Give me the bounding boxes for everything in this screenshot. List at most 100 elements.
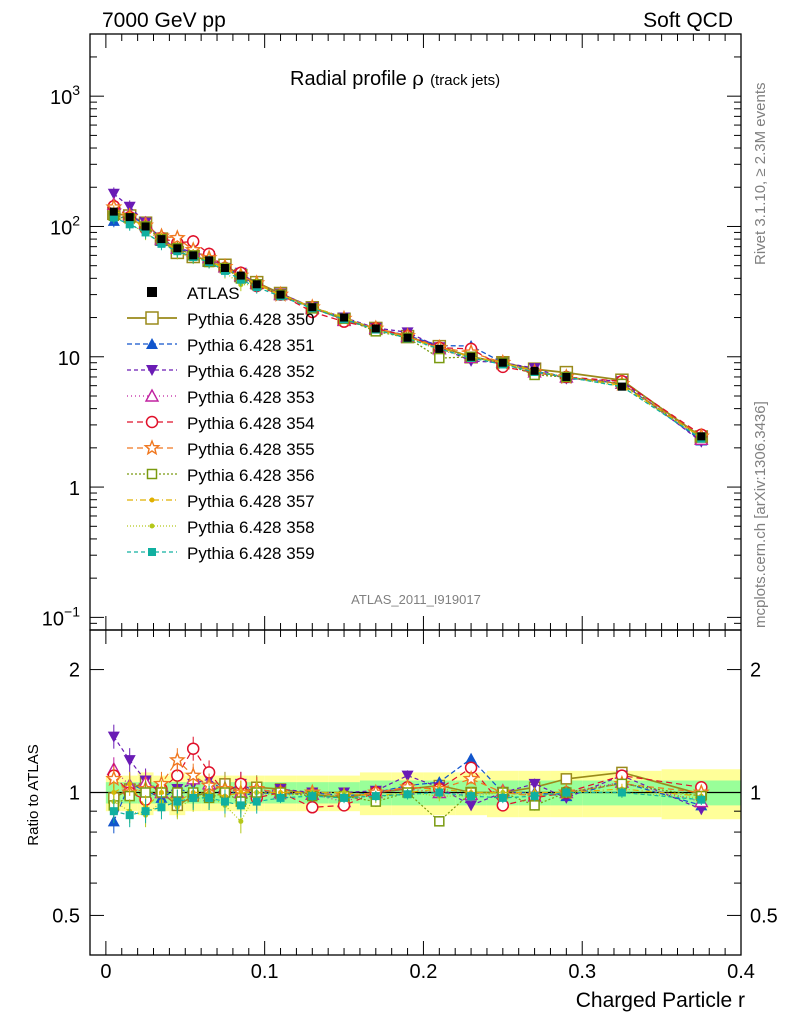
- series-marker: [107, 731, 120, 743]
- legend-data-label: ATLAS: [187, 284, 240, 303]
- series-marker: [148, 548, 156, 556]
- data-marker: [189, 251, 198, 260]
- series-marker: [146, 338, 158, 349]
- y-tick-label-base: 1: [69, 478, 80, 500]
- series-marker: [157, 239, 166, 248]
- series-marker: [467, 792, 476, 801]
- ratio-series-line: [113, 783, 702, 809]
- data-marker: [205, 256, 214, 265]
- y-tick-label: 102: [50, 212, 80, 239]
- data-marker: [276, 290, 285, 299]
- y-tick-label: 1: [69, 478, 80, 500]
- main-panel-frame: [89, 33, 742, 631]
- data-marker: [220, 264, 229, 273]
- legend-label: Pythia 6.428 358: [187, 518, 315, 537]
- data-marker: [252, 280, 261, 289]
- series-line: [113, 205, 702, 436]
- series-marker: [123, 755, 136, 767]
- legend-label: Pythia 6.428 353: [187, 388, 315, 407]
- y-tick-label-base: 10: [50, 87, 72, 109]
- series-marker: [141, 228, 150, 237]
- ratio-series-line: [113, 747, 702, 808]
- series-marker: [189, 793, 198, 802]
- legend-label: Pythia 6.428 351: [187, 336, 315, 355]
- data-marker: [157, 235, 166, 244]
- y-tick-label: 103: [50, 82, 80, 109]
- x-tick-label: 0.2: [410, 961, 438, 983]
- series-marker: [143, 439, 161, 456]
- data-marker: [173, 244, 182, 253]
- series-marker: [220, 797, 229, 806]
- series-marker: [529, 800, 540, 811]
- x-tick-label: 0.1: [251, 961, 279, 983]
- series-marker: [144, 388, 160, 402]
- ratio-y-tick-label: 1: [69, 783, 80, 805]
- series-marker: [125, 811, 134, 820]
- series-marker: [560, 773, 573, 785]
- series-marker: [340, 793, 349, 802]
- series-line: [113, 213, 702, 439]
- legend-label: Pythia 6.428 352: [187, 362, 315, 381]
- ratio-y-tick-label-right: 0.5: [750, 905, 778, 927]
- header-left: 7000 GeV pp: [102, 9, 226, 32]
- x-tick-label: 0: [100, 961, 111, 983]
- series-marker: [462, 769, 480, 787]
- data-marker: [125, 213, 134, 222]
- mcplots-label: mcplots.cern.ch [arXiv:1306.3436]: [752, 401, 769, 628]
- y-tick-label-exponent: 2: [72, 212, 80, 228]
- series-marker: [528, 778, 541, 790]
- series-marker: [617, 788, 626, 797]
- analysis-tag: ATLAS_2011_I919017: [351, 592, 481, 607]
- series-marker: [530, 792, 539, 801]
- data-marker: [530, 366, 539, 375]
- series-marker: [697, 795, 706, 804]
- series-marker: [276, 793, 285, 802]
- series-marker: [236, 275, 245, 284]
- data-marker: [498, 358, 507, 367]
- legend-label: Pythia 6.428 357: [187, 492, 315, 511]
- series-marker: [109, 213, 118, 222]
- ratio-series-line: [113, 783, 702, 823]
- series-marker: [403, 790, 412, 799]
- series-marker: [145, 311, 159, 325]
- series-line: [113, 203, 702, 440]
- y-tick-label: 10: [58, 348, 80, 370]
- series-marker: [173, 797, 182, 806]
- x-axis-label: Charged Particle r: [576, 989, 745, 1012]
- series-marker: [306, 801, 319, 814]
- series-marker: [238, 818, 244, 824]
- data-marker: [236, 271, 245, 280]
- ratio-y-tick-label: 2: [69, 660, 80, 682]
- series-marker: [238, 790, 244, 795]
- legend-label: Pythia 6.428 354: [187, 414, 315, 433]
- series-marker: [184, 766, 202, 783]
- data-marker: [141, 222, 150, 231]
- series-marker: [146, 365, 158, 376]
- series-marker: [157, 803, 166, 812]
- series-marker: [123, 201, 136, 213]
- series-marker: [562, 788, 571, 797]
- series-marker: [341, 790, 347, 795]
- series-marker: [145, 415, 159, 429]
- series-marker: [149, 523, 155, 529]
- ratio-y-tick-label: 0.5: [52, 905, 80, 927]
- header-right: Soft QCD: [643, 9, 733, 32]
- ratio-series-layer: [105, 724, 710, 834]
- series-marker: [186, 742, 200, 755]
- data-marker: [435, 344, 444, 353]
- series-marker: [146, 468, 158, 480]
- y-tick-label-base: 10: [58, 348, 80, 370]
- y-tick-label-base: 10: [42, 608, 64, 630]
- series-marker: [252, 797, 261, 806]
- data-marker: [340, 313, 349, 322]
- legend-label: Pythia 6.428 355: [187, 440, 315, 459]
- data-marker: [403, 333, 412, 342]
- series-marker: [205, 793, 214, 802]
- series-marker: [109, 807, 118, 816]
- x-tick-label: 0.3: [568, 961, 596, 983]
- plot-title: Radial profile ρ (track jets): [290, 66, 500, 90]
- data-marker: [371, 324, 380, 333]
- y-tick-label-exponent: −1: [64, 603, 80, 619]
- series-layer: [105, 187, 710, 448]
- ratio-series-line: [113, 791, 702, 816]
